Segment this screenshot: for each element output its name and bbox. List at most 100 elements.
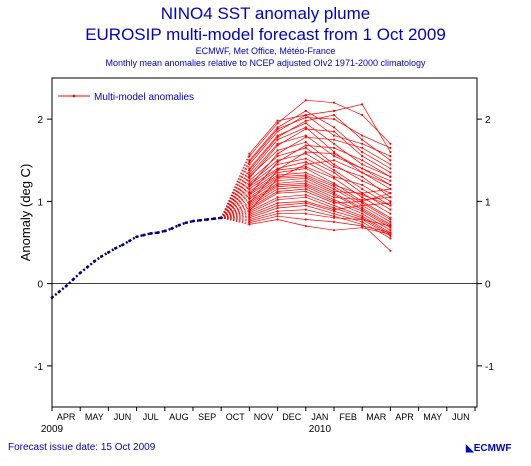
forecast-point xyxy=(332,196,336,199)
forecast-connector xyxy=(221,217,250,225)
forecast-point xyxy=(332,159,336,162)
forecast-member-line xyxy=(249,194,391,233)
forecast-member-line xyxy=(249,172,391,206)
forecast-point xyxy=(276,138,279,141)
chart-sources: ECMWF, Met Office, Météo-France xyxy=(195,46,336,56)
forecast-point xyxy=(332,201,336,205)
observed-segment xyxy=(86,260,96,269)
forecast-point xyxy=(276,185,279,188)
forecast-point xyxy=(304,134,307,137)
forecast-point xyxy=(389,220,392,224)
forecast-point xyxy=(304,183,307,187)
forecast-connector xyxy=(220,198,250,219)
forecast-point xyxy=(276,130,279,133)
forecast-point xyxy=(361,223,364,226)
forecast-point xyxy=(332,215,336,218)
forecast-point xyxy=(332,169,336,172)
legend-swatch-marker xyxy=(72,94,76,98)
forecast-member-line xyxy=(249,145,391,196)
forecast-point xyxy=(389,175,392,178)
forecast-point xyxy=(361,216,364,219)
forecast-point xyxy=(248,206,251,210)
forecast-point xyxy=(361,198,364,201)
forecast-point xyxy=(389,201,392,205)
forecast-point xyxy=(332,185,336,188)
forecast-member-line xyxy=(249,176,391,223)
forecast-member-line xyxy=(249,174,391,220)
forecast-point xyxy=(389,249,392,252)
forecast-point xyxy=(276,179,279,182)
forecast-point xyxy=(389,192,392,195)
forecast-point xyxy=(361,212,364,215)
forecast-point xyxy=(389,187,392,191)
forecast-point xyxy=(304,141,307,144)
forecast-point xyxy=(332,146,336,150)
forecast-point xyxy=(276,155,279,158)
forecast-point xyxy=(389,171,392,174)
forecast-member-line xyxy=(249,191,391,210)
month-label: DEC xyxy=(282,412,302,422)
observed-point xyxy=(170,227,174,230)
forecast-point xyxy=(248,169,251,172)
forecast-point xyxy=(276,190,279,193)
forecast-point xyxy=(389,212,392,215)
forecast-point xyxy=(304,171,307,174)
forecast-point xyxy=(304,208,307,211)
forecast-point xyxy=(332,150,336,154)
forecast-point xyxy=(332,216,336,219)
forecast-point xyxy=(276,126,279,129)
forecast-point xyxy=(276,171,279,174)
forecast-point xyxy=(332,155,336,158)
forecast-member-line xyxy=(249,136,391,187)
forecast-issue-date: Forecast issue date: 15 Oct 2009 xyxy=(8,442,156,453)
forecast-point xyxy=(248,171,251,174)
forecast-point xyxy=(361,138,364,141)
forecast-connector xyxy=(221,207,250,219)
forecast-point xyxy=(304,122,307,125)
chart-title: NINO4 SST anomaly plume xyxy=(160,4,371,23)
forecast-point xyxy=(248,190,251,193)
forecast-point xyxy=(389,179,392,182)
month-label: APR xyxy=(57,412,76,422)
forecast-member-line xyxy=(249,114,391,171)
forecast-member-line xyxy=(249,161,391,202)
forecast-point xyxy=(276,159,279,162)
forecast-member-line xyxy=(249,141,391,194)
forecast-point xyxy=(361,201,364,205)
forecast-point xyxy=(389,208,392,211)
observed-point xyxy=(85,265,89,269)
forecast-member-line xyxy=(249,205,391,239)
forecast-point xyxy=(332,183,336,187)
forecast-member-line xyxy=(249,215,391,233)
forecast-point xyxy=(361,218,364,221)
forecast-point xyxy=(389,159,392,162)
forecast-member-line xyxy=(249,135,391,182)
forecast-point xyxy=(276,134,279,137)
forecast-member-line xyxy=(249,103,391,154)
forecast-member-line xyxy=(249,213,391,227)
forecast-member-line xyxy=(249,114,391,165)
forecast-member-line xyxy=(249,180,391,225)
forecast-point xyxy=(389,224,392,228)
forecast-connector xyxy=(220,153,250,218)
forecast-point xyxy=(361,208,364,211)
forecast-point xyxy=(304,200,307,203)
month-label: JUN xyxy=(114,412,132,422)
forecast-point xyxy=(248,210,251,213)
forecast-point xyxy=(276,215,279,218)
month-label: MAY xyxy=(423,412,442,422)
forecast-point xyxy=(276,201,279,205)
forecast-point xyxy=(248,196,251,199)
forecast-point xyxy=(389,167,392,170)
forecast-point xyxy=(276,183,279,187)
forecast-point xyxy=(304,201,307,205)
observed-segment xyxy=(79,266,89,274)
observed-point xyxy=(78,271,82,275)
forecast-point xyxy=(332,210,336,213)
forecast-connector xyxy=(221,209,250,219)
forecast-point xyxy=(276,122,279,125)
forecast-point xyxy=(304,182,307,185)
forecast-point xyxy=(361,210,364,213)
forecast-point xyxy=(361,146,364,150)
forecast-member-line xyxy=(249,201,391,215)
